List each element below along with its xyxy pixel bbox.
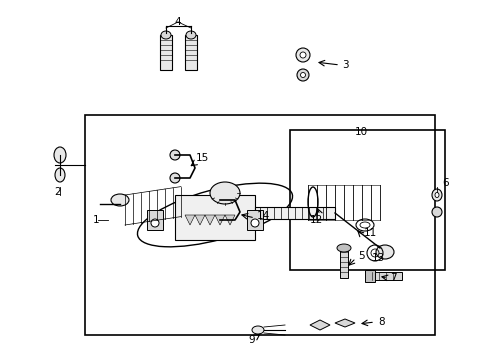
Text: 9: 9 [247,335,254,345]
Text: 13: 13 [371,253,385,263]
Bar [246,210,263,230]
Ellipse shape [434,193,438,198]
Circle shape [170,150,180,160]
Bar [289,130,444,270]
Ellipse shape [55,168,65,182]
Text: 4: 4 [174,17,181,27]
Text: 11: 11 [363,228,376,238]
Circle shape [250,219,259,227]
Text: 10: 10 [354,127,367,137]
Text: 15: 15 [196,153,209,163]
Polygon shape [224,215,235,225]
Text: 6: 6 [441,178,447,188]
Bar [147,210,163,230]
Ellipse shape [209,182,240,204]
Ellipse shape [296,69,308,81]
Polygon shape [204,215,215,225]
Ellipse shape [336,244,350,252]
Circle shape [151,219,159,227]
Bar [160,35,172,70]
Bar [371,272,401,280]
Text: 5: 5 [357,251,364,261]
Text: 8: 8 [377,317,384,327]
Polygon shape [184,215,195,225]
Polygon shape [215,215,224,225]
Ellipse shape [185,31,196,39]
Bar [175,195,254,240]
Circle shape [170,173,180,183]
Polygon shape [309,320,329,330]
Bar [364,270,374,282]
Ellipse shape [375,245,393,259]
Bar [85,115,434,335]
Text: 2: 2 [55,187,61,197]
Text: 1: 1 [93,215,100,225]
Bar [254,207,334,219]
Text: 3: 3 [341,60,348,70]
Ellipse shape [431,207,441,217]
Ellipse shape [295,48,309,62]
Ellipse shape [54,147,66,163]
Ellipse shape [300,72,305,77]
Polygon shape [195,215,204,225]
Bar [184,35,197,70]
Text: 7: 7 [389,273,396,283]
Polygon shape [334,319,354,327]
Ellipse shape [161,31,171,39]
Ellipse shape [299,52,305,58]
Text: 14: 14 [257,211,270,221]
Bar [339,248,347,278]
Text: 12: 12 [309,215,323,225]
Ellipse shape [111,194,129,206]
Ellipse shape [431,189,441,201]
Ellipse shape [251,326,264,334]
